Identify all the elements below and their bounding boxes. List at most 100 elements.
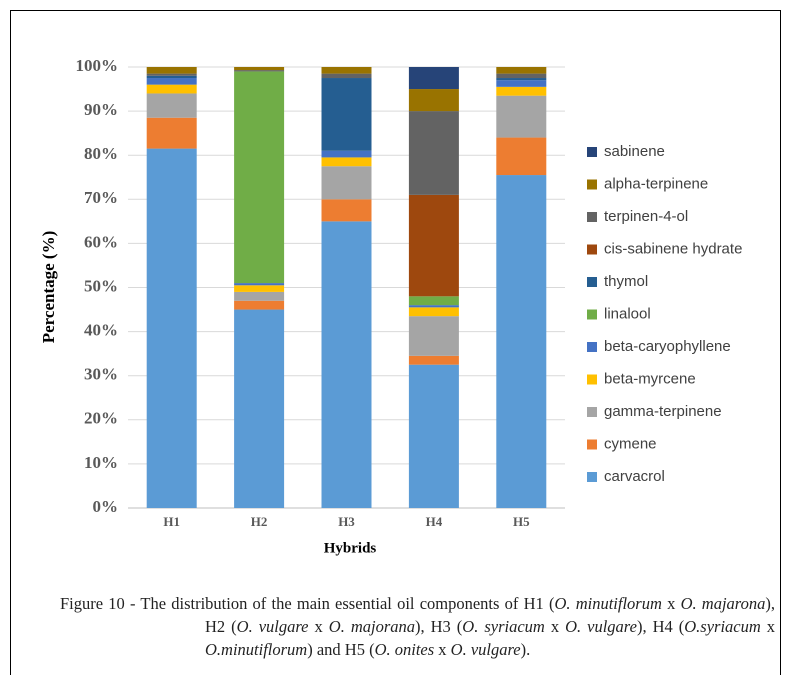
caption-text: O.syriacum (684, 617, 761, 636)
caption-text: ), H3 ( (415, 617, 463, 636)
caption: Figure 10 - The distribution of the main… (60, 592, 775, 661)
y-tick-label: 100% (76, 56, 119, 75)
bar-segment (496, 78, 547, 81)
bar-segment (408, 111, 459, 195)
caption-text: x (308, 617, 329, 636)
bar-segment (146, 148, 197, 508)
legend-swatch (587, 309, 597, 320)
legend-swatch (587, 179, 597, 190)
legend-label: cis-sabinene hydrate (604, 240, 742, 257)
bar-segment (146, 93, 197, 118)
y-tick-label: 80% (84, 144, 118, 163)
x-tick-label: H5 (513, 514, 530, 529)
legend-label: gamma-terpinene (604, 403, 722, 420)
caption-text: O. syriacum (462, 617, 545, 636)
caption-text: x (760, 617, 776, 636)
y-tick-label: 90% (84, 100, 118, 119)
legend-swatch (587, 407, 597, 417)
bar-segment (234, 283, 285, 286)
caption-text: ). (520, 640, 531, 659)
legend-swatch (587, 212, 597, 222)
legend-swatch (587, 439, 597, 450)
y-axis-title: Percentage (%) (39, 231, 58, 344)
bar-segment (321, 78, 372, 151)
legend-label: thymol (604, 273, 648, 290)
legend-label: carvacrol (604, 468, 665, 485)
bar-segment (321, 157, 372, 167)
bar-segment (321, 150, 372, 158)
legend-label: sabinene (604, 143, 665, 160)
bar-segment (408, 307, 459, 317)
bar-segment (321, 67, 372, 74)
legend-label: cymene (604, 435, 657, 452)
bar-segment (146, 84, 197, 94)
bar-segment (146, 75, 197, 79)
frame (10, 10, 781, 675)
bar-segment (408, 316, 459, 356)
y-tick-label: 20% (84, 409, 118, 428)
bar-segment (408, 67, 459, 90)
caption-text: O. minutiflorum (554, 594, 662, 613)
bar-segment (408, 89, 459, 112)
bar-segment (321, 73, 372, 79)
caption-text: ), H2 ( (205, 594, 775, 636)
caption-text: O. vulgare (236, 617, 309, 636)
legend-swatch (587, 374, 597, 385)
bar-segment (234, 291, 285, 301)
legend-label: linalool (604, 305, 651, 322)
caption-text: x (434, 640, 451, 659)
x-tick-label: H4 (426, 514, 443, 529)
bar-segment (146, 73, 197, 76)
y-tick-label: 40% (84, 321, 118, 340)
bar-segment (321, 166, 372, 200)
bar-segment (321, 199, 372, 222)
x-tick-label: H1 (163, 514, 180, 529)
caption-text: O.minutiflorum (205, 640, 308, 659)
caption-text: x (544, 617, 566, 636)
y-tick-label: 0% (93, 497, 119, 516)
bar-segment (496, 175, 547, 509)
caption-text: Figure 10 - The distribution of the main… (60, 594, 555, 613)
bar-segment (408, 296, 459, 306)
bar-segment (496, 67, 547, 74)
bar-segment (496, 86, 547, 96)
caption-text: ) and H5 ( (307, 640, 375, 659)
x-tick-label: H3 (338, 514, 355, 529)
caption-text: x (661, 594, 681, 613)
bar-segment (234, 70, 285, 72)
legend-swatch (587, 244, 597, 255)
bar-segment (146, 78, 197, 85)
bar-segment (408, 364, 459, 508)
caption-text: O. vulgare (565, 617, 637, 636)
bar-segment (234, 67, 285, 71)
y-tick-label: 10% (84, 453, 118, 472)
bar-segment (234, 71, 285, 284)
caption-text: O. onites (374, 640, 435, 659)
legend-swatch (587, 147, 597, 157)
bar-segment (496, 137, 547, 176)
bar-segment (496, 95, 547, 138)
bar-segment (146, 117, 197, 149)
caption-text: O. vulgare (450, 640, 521, 659)
bar-segment (234, 300, 285, 310)
bar-segment (496, 80, 547, 87)
legend-label: alpha-terpinene (604, 175, 708, 192)
y-tick-label: 60% (84, 232, 118, 251)
caption-text: O. majorana (328, 617, 415, 636)
y-tick-label: 30% (84, 365, 118, 384)
y-tick-label: 50% (84, 276, 118, 295)
y-tick-label: 70% (84, 188, 118, 207)
bar-segment (408, 305, 459, 308)
bar-segment (408, 194, 459, 297)
x-tick-label: H2 (251, 514, 268, 529)
caption-text: ), H4 ( (636, 617, 685, 636)
bar-segment (408, 355, 459, 365)
caption-text: O. majarona (680, 594, 766, 613)
x-axis-title: Hybrids (324, 540, 377, 556)
legend-label: beta-myrcene (604, 370, 696, 387)
bar-segment (234, 285, 285, 292)
legend-swatch (587, 277, 597, 287)
legend-label: terpinen-4-ol (604, 208, 688, 225)
